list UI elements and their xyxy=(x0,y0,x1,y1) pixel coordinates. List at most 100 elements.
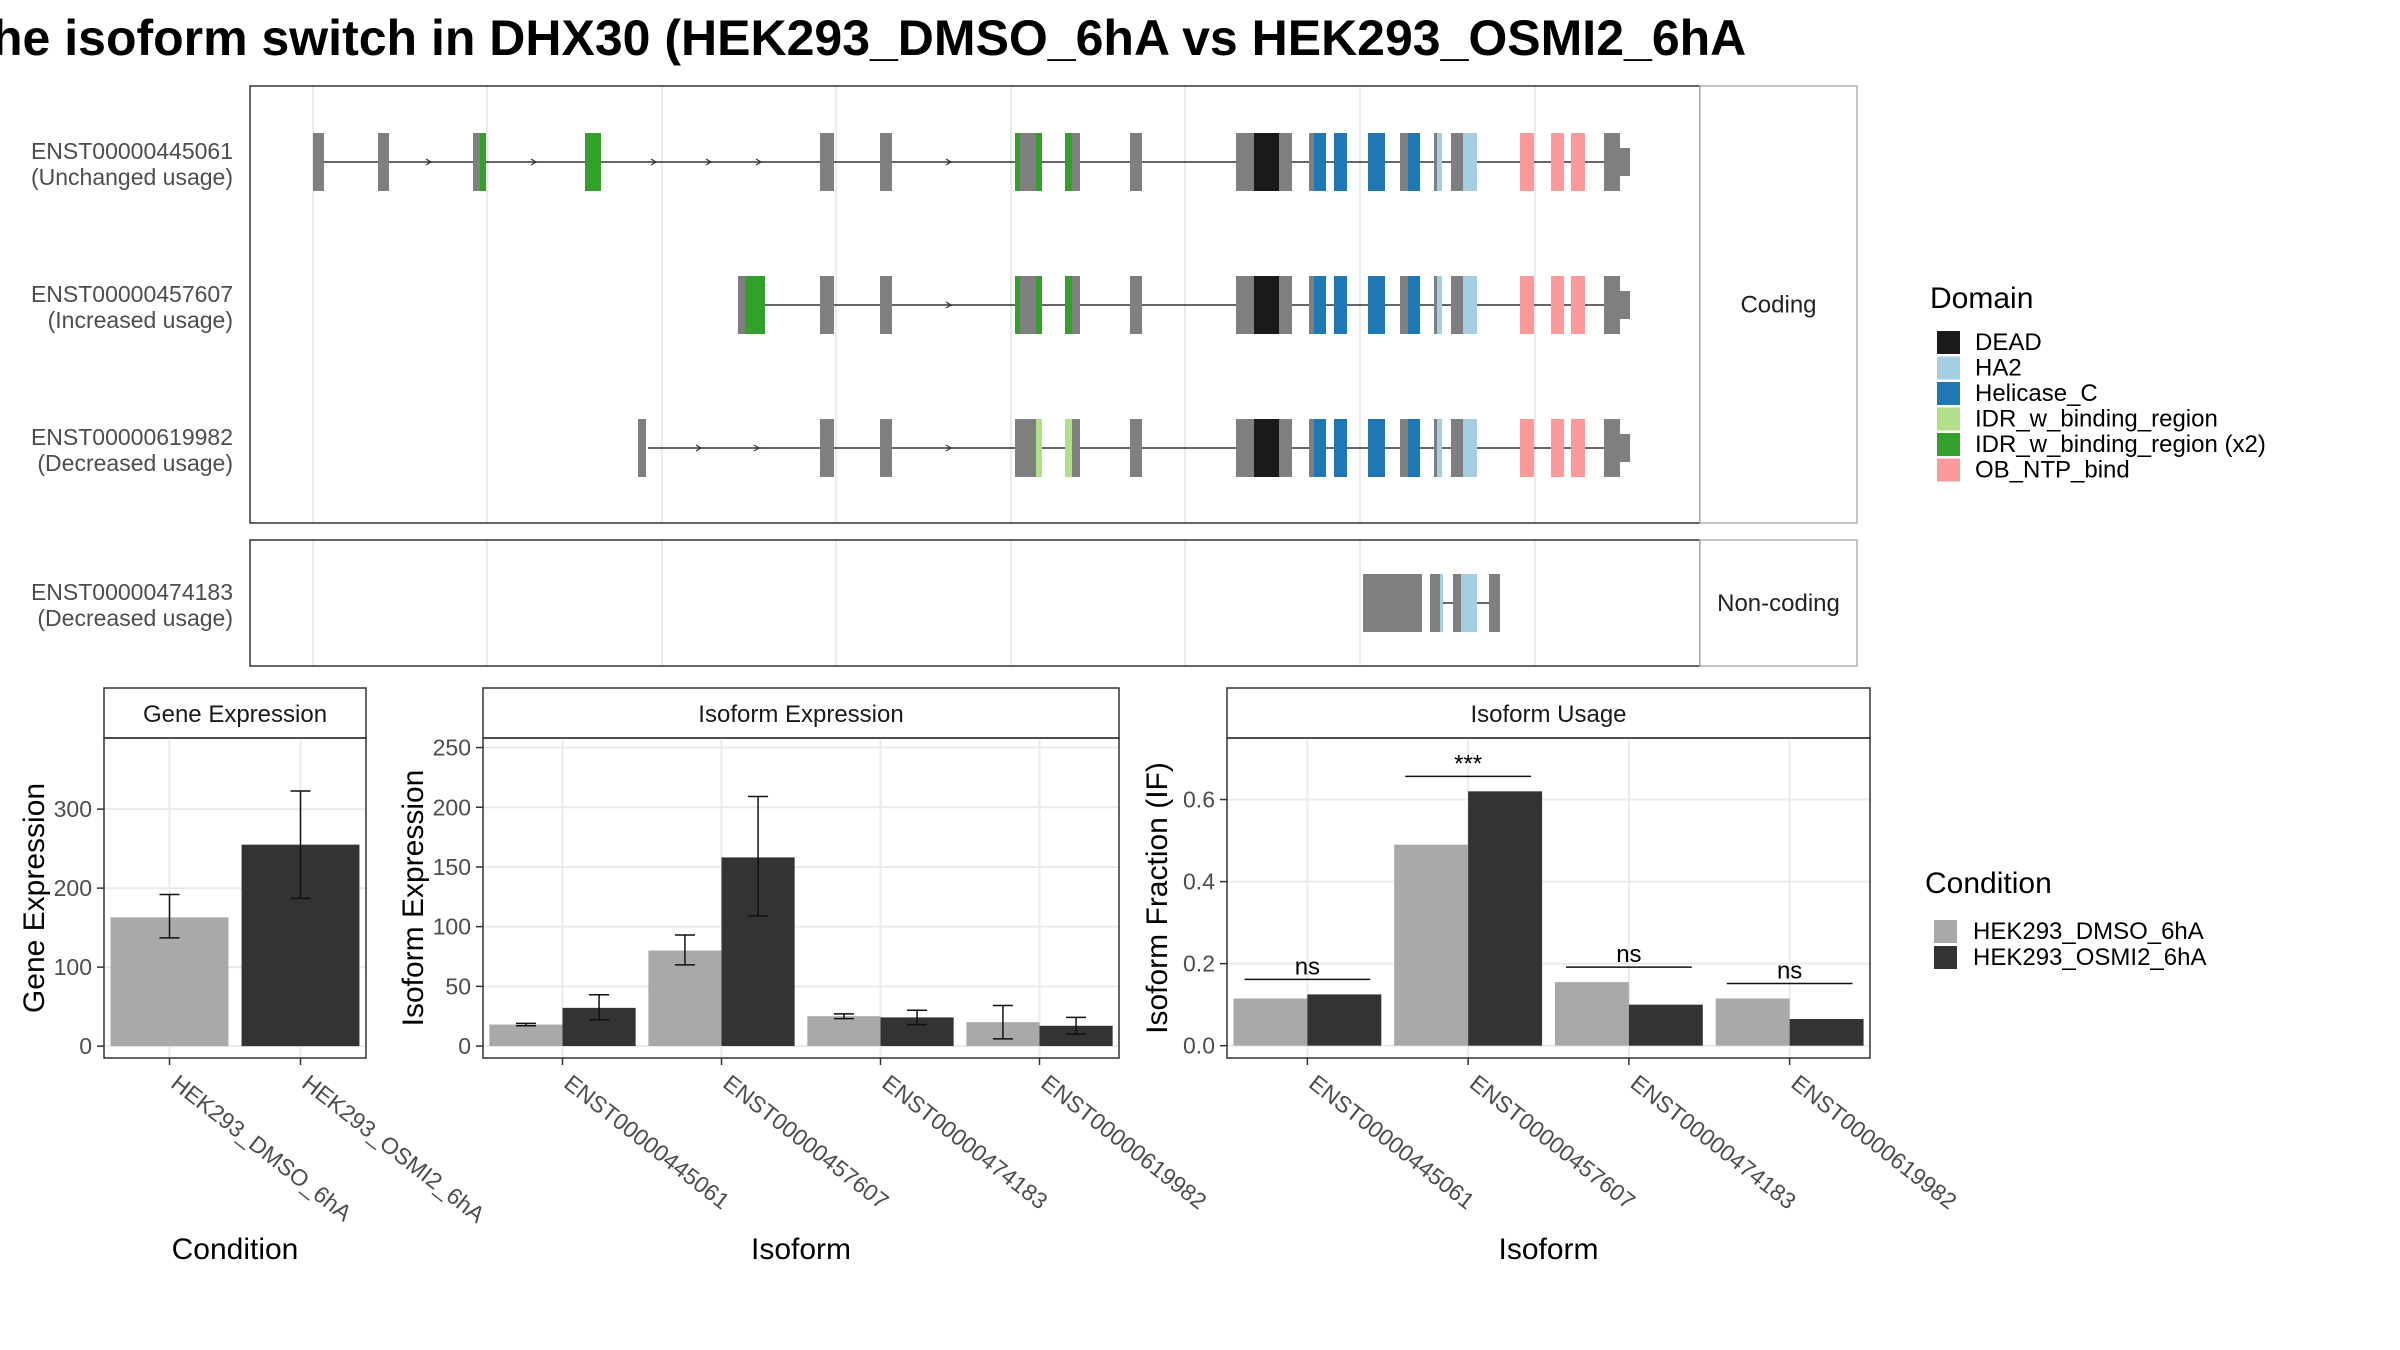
transcript-structure-panel: Coding Non-coding ENST00000445061(Unchange… xyxy=(31,85,1858,667)
exon xyxy=(1020,276,1036,334)
exon xyxy=(1020,133,1036,191)
direction-arrow xyxy=(755,158,763,166)
direction-arrow xyxy=(650,158,658,166)
domain-dead xyxy=(1254,419,1279,477)
facet-strip xyxy=(1699,539,1858,667)
domain-legend-label: OB_NTP_bind xyxy=(1975,457,2130,484)
exon xyxy=(1400,133,1408,191)
y-tick-label: 0 xyxy=(458,1033,471,1059)
exon xyxy=(820,419,834,477)
x-tick-label: ENST00000445061 xyxy=(1304,1069,1479,1214)
condition-legend-title: Condition xyxy=(1925,867,2052,900)
plot-border xyxy=(482,737,1120,1059)
exon xyxy=(1236,419,1254,477)
isoform-label: ENST00000619982 xyxy=(31,424,233,450)
usage-label: (Increased usage) xyxy=(48,307,233,333)
domain-dead xyxy=(1254,276,1279,334)
domain-helicase-c xyxy=(1314,419,1326,477)
y-tick-label: 100 xyxy=(433,914,471,940)
bar xyxy=(807,1016,881,1047)
domain-idr-w-binding-region xyxy=(1065,419,1072,477)
domain-ha2 xyxy=(1437,419,1442,477)
exon xyxy=(1400,419,1408,477)
bar xyxy=(1628,1004,1703,1046)
exon xyxy=(473,133,480,191)
y-axis-title: Isoform Expression xyxy=(397,770,430,1027)
domain-ob-ntp-bind xyxy=(1551,276,1564,334)
domain-helicase-c xyxy=(1408,419,1420,477)
bar xyxy=(1394,844,1469,1046)
y-tick-label: 250 xyxy=(433,735,471,761)
exon xyxy=(1434,133,1437,191)
y-tick-label: 0.2 xyxy=(1183,951,1215,977)
chart-title: Isoform Usage xyxy=(1470,701,1626,728)
exon-utr xyxy=(1620,291,1630,319)
bar xyxy=(489,1024,563,1047)
expression-charts: Gene Expression0100200300HEK293_DMSO_6hA… xyxy=(18,687,1962,1266)
exon xyxy=(1072,419,1080,477)
bar xyxy=(1039,1025,1113,1047)
exon xyxy=(1451,133,1463,191)
chart-title-strip xyxy=(482,687,1120,739)
x-tick-label: ENST00000474183 xyxy=(877,1069,1052,1214)
domain-legend-label: IDR_w_binding_region (x2) xyxy=(1975,431,2266,458)
y-tick-label: 0 xyxy=(79,1033,92,1059)
bar xyxy=(1789,1019,1864,1046)
exon xyxy=(1434,276,1437,334)
exon xyxy=(1453,574,1461,632)
direction-arrow xyxy=(945,158,953,166)
exon xyxy=(738,276,745,334)
domain-helicase-c xyxy=(1368,133,1385,191)
direction-arrow xyxy=(695,444,703,452)
domain-ha2 xyxy=(1437,133,1442,191)
domain-idr-w-binding-region-x2- xyxy=(745,276,765,334)
exon xyxy=(1604,276,1620,334)
direction-arrow xyxy=(753,444,761,452)
domain-legend-swatch xyxy=(1937,331,1960,354)
domain-ha2 xyxy=(1461,574,1477,632)
exon xyxy=(1130,276,1142,334)
exon xyxy=(820,133,834,191)
domain-helicase-c xyxy=(1314,276,1326,334)
y-tick-label: 0.0 xyxy=(1183,1033,1215,1059)
x-axis-title: Isoform xyxy=(1498,1233,1598,1266)
isoform-label: ENST00000474183 xyxy=(31,579,233,605)
chart-title-strip xyxy=(103,687,367,739)
chart-title: Isoform Expression xyxy=(698,701,903,728)
significance-label: ns xyxy=(1777,958,1802,985)
condition-legend-label: HEK293_OSMI2_6hA xyxy=(1973,944,2206,971)
domain-ob-ntp-bind xyxy=(1571,133,1585,191)
domain-helicase-c xyxy=(1368,276,1385,334)
direction-arrow xyxy=(945,444,953,452)
exon xyxy=(880,276,892,334)
domain-ha2 xyxy=(1437,276,1442,334)
y-tick-label: 300 xyxy=(54,796,92,822)
x-axis-title: Isoform xyxy=(751,1233,851,1266)
exon-utr xyxy=(1620,148,1630,176)
exon xyxy=(1236,133,1254,191)
facet-label-coding: Coding xyxy=(1740,292,1816,319)
domain-legend-label: Helicase_C xyxy=(1975,380,2098,407)
bar xyxy=(1233,998,1308,1046)
domain-dead xyxy=(1254,133,1279,191)
domain-ob-ntp-bind xyxy=(1520,133,1534,191)
direction-arrow xyxy=(945,301,953,309)
domain-idr-w-binding-region-x2- xyxy=(1065,133,1072,191)
usage-label: (Decreased usage) xyxy=(37,450,233,476)
exon xyxy=(1604,133,1620,191)
domain-ob-ntp-bind xyxy=(1571,276,1585,334)
exon xyxy=(1451,276,1463,334)
usage-label: (Decreased usage) xyxy=(37,605,233,631)
domain-idr-w-binding-region-x2- xyxy=(1065,276,1072,334)
y-tick-label: 0.6 xyxy=(1183,787,1215,813)
figure-title: he isoform switch in DHX30 (HEK293_DMSO_… xyxy=(0,10,1746,66)
exon xyxy=(1400,276,1408,334)
domain-legend-swatch xyxy=(1937,356,1960,380)
facet-strip xyxy=(1699,85,1858,524)
y-axis-title: Gene Expression xyxy=(18,783,51,1013)
significance-label: ns xyxy=(1616,941,1641,968)
exon xyxy=(1236,276,1254,334)
y-tick-label: 200 xyxy=(54,875,92,901)
